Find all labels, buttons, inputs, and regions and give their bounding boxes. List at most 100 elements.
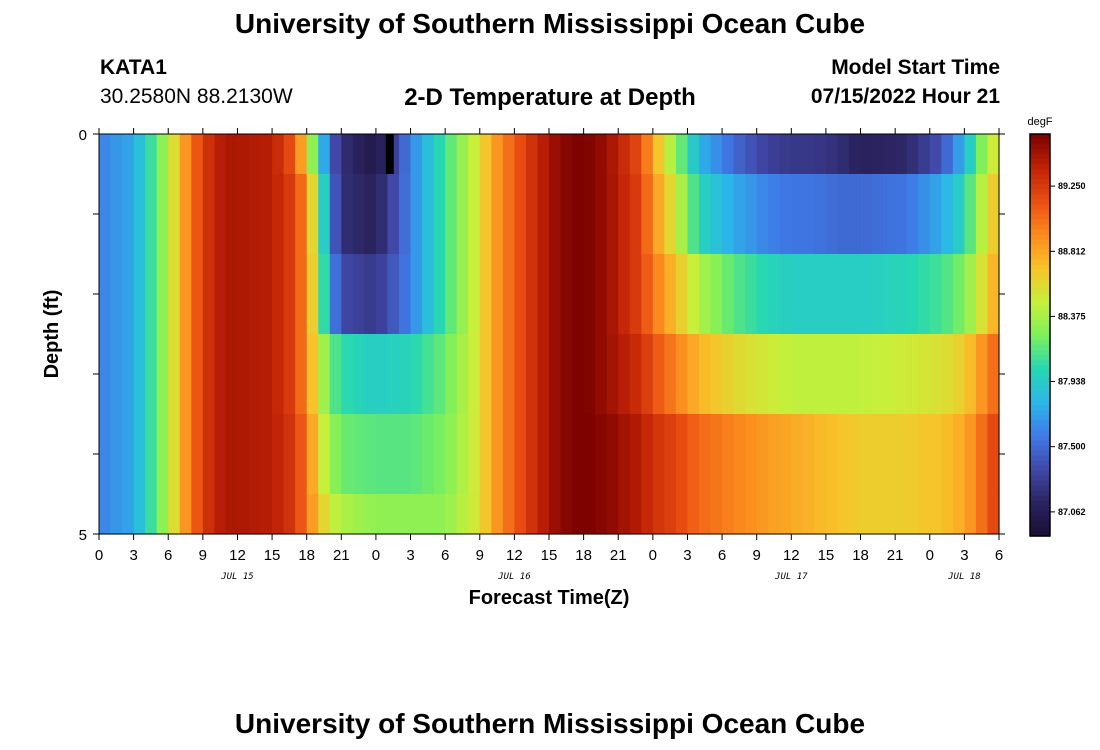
heatmap-cell: [249, 334, 262, 415]
heatmap-cell: [849, 494, 862, 535]
colorbar-tick-label: 87.500: [1058, 442, 1086, 452]
heatmap-cell: [814, 494, 827, 535]
heatmap-cell: [445, 414, 458, 495]
heatmap-cell: [860, 174, 873, 255]
heatmap-cell: [99, 134, 112, 175]
heatmap-cell: [352, 254, 365, 335]
heatmap-cell: [537, 334, 550, 415]
heatmap-cell: [352, 414, 365, 495]
heatmap-cell: [606, 134, 619, 175]
heatmap-cell: [214, 414, 227, 495]
colorbar-segment: [1030, 189, 1050, 195]
heatmap-cell: [941, 174, 954, 255]
colorbar-segment: [1030, 294, 1050, 301]
heatmap-cell: [237, 414, 250, 495]
colorbar-segment: [1030, 450, 1050, 457]
heatmap-cell: [768, 414, 781, 495]
heatmap-cell: [641, 334, 654, 415]
heatmap-cell: [606, 414, 619, 495]
colorbar-segment: [1030, 445, 1050, 452]
heatmap-cell: [122, 334, 135, 415]
x-tick-label: 21: [333, 547, 350, 564]
heatmap-cell: [202, 334, 215, 415]
colorbar-segment: [1030, 530, 1050, 537]
heatmap-cell: [202, 134, 215, 175]
x-tick-label: 15: [541, 547, 558, 564]
heatmap-cell: [641, 134, 654, 175]
heatmap-cell: [433, 174, 446, 255]
heatmap-cell: [375, 334, 389, 415]
heatmap-cell: [652, 334, 665, 415]
x-tick-label: 0: [95, 547, 103, 564]
colorbar-segment: [1030, 209, 1050, 215]
colorbar-segment: [1030, 259, 1050, 266]
heatmap-cell: [883, 174, 896, 255]
colorbar-segment: [1030, 465, 1050, 472]
heatmap-cell: [722, 334, 735, 415]
heatmap-cell: [572, 134, 585, 175]
heatmap-cell: [202, 254, 215, 335]
colorbar-segment: [1030, 340, 1050, 346]
heatmap-cell: [225, 414, 239, 495]
heatmap-cell: [191, 174, 204, 255]
heatmap-cell: [410, 494, 423, 535]
x-tick-label: 0: [649, 547, 657, 564]
heatmap-cell: [168, 334, 181, 415]
heatmap-cell: [272, 494, 285, 535]
colorbar-segment: [1030, 139, 1050, 145]
heatmap-cell: [364, 334, 377, 415]
colorbar-segment: [1030, 380, 1050, 386]
colorbar-segment: [1030, 515, 1050, 522]
colorbar-segment: [1030, 390, 1050, 396]
heatmap-cell: [352, 174, 365, 255]
heatmap-cell: [410, 134, 423, 175]
heatmap-cell: [225, 494, 239, 535]
heatmap-cell: [987, 134, 1000, 175]
heatmap-cell: [260, 494, 273, 535]
x-tick-label: 9: [476, 547, 484, 564]
heatmap-cell: [191, 254, 204, 335]
heatmap-cell: [929, 134, 942, 175]
heatmap-cell: [191, 414, 204, 495]
heatmap-cell: [456, 134, 469, 175]
heatmap-cell: [687, 334, 700, 415]
colorbar-segment: [1030, 234, 1050, 241]
heatmap-cell: [295, 494, 308, 535]
heatmap-cell: [849, 414, 862, 495]
heatmap-cell: [606, 494, 619, 535]
heatmap-cell: [929, 494, 942, 535]
heatmap-cell: [422, 134, 435, 175]
heatmap-cell: [122, 174, 135, 255]
heatmap-cell: [110, 494, 123, 535]
heatmap-cell: [929, 174, 942, 255]
heatmap-marker: [385, 134, 394, 174]
colorbar-tick-label: 88.375: [1058, 311, 1086, 321]
x-tick-label: 18: [852, 547, 869, 564]
heatmap-cell: [479, 134, 492, 175]
colorbar-segment: [1030, 184, 1050, 190]
heatmap-cell: [341, 174, 354, 255]
colorbar-segment: [1030, 269, 1050, 276]
heatmap-cell: [237, 134, 250, 175]
heatmap-cell: [306, 414, 319, 495]
heatmap-cell: [929, 334, 942, 415]
heatmap-cell: [249, 414, 262, 495]
heatmap-cell: [825, 134, 839, 175]
heatmap-cell: [987, 334, 1000, 415]
heatmap-cell: [225, 334, 239, 415]
heatmap-cell: [260, 254, 273, 335]
colorbar-frame: [1029, 133, 1051, 537]
heatmap-cell: [618, 494, 631, 535]
heatmap-cell: [837, 494, 850, 535]
heatmap-cell: [941, 334, 954, 415]
heatmap-cell: [583, 334, 596, 415]
heatmap-cell: [975, 174, 989, 255]
heatmap-cell: [629, 494, 642, 535]
plot-title: 2-D Temperature at Depth: [404, 84, 696, 111]
heatmap-cell: [837, 134, 850, 175]
heatmap-cell: [791, 174, 804, 255]
model-start-label: Model Start Time: [831, 56, 1000, 79]
heatmap-cell: [802, 414, 815, 495]
x-tick-label: 3: [960, 547, 968, 564]
heatmap-cell: [779, 254, 792, 335]
